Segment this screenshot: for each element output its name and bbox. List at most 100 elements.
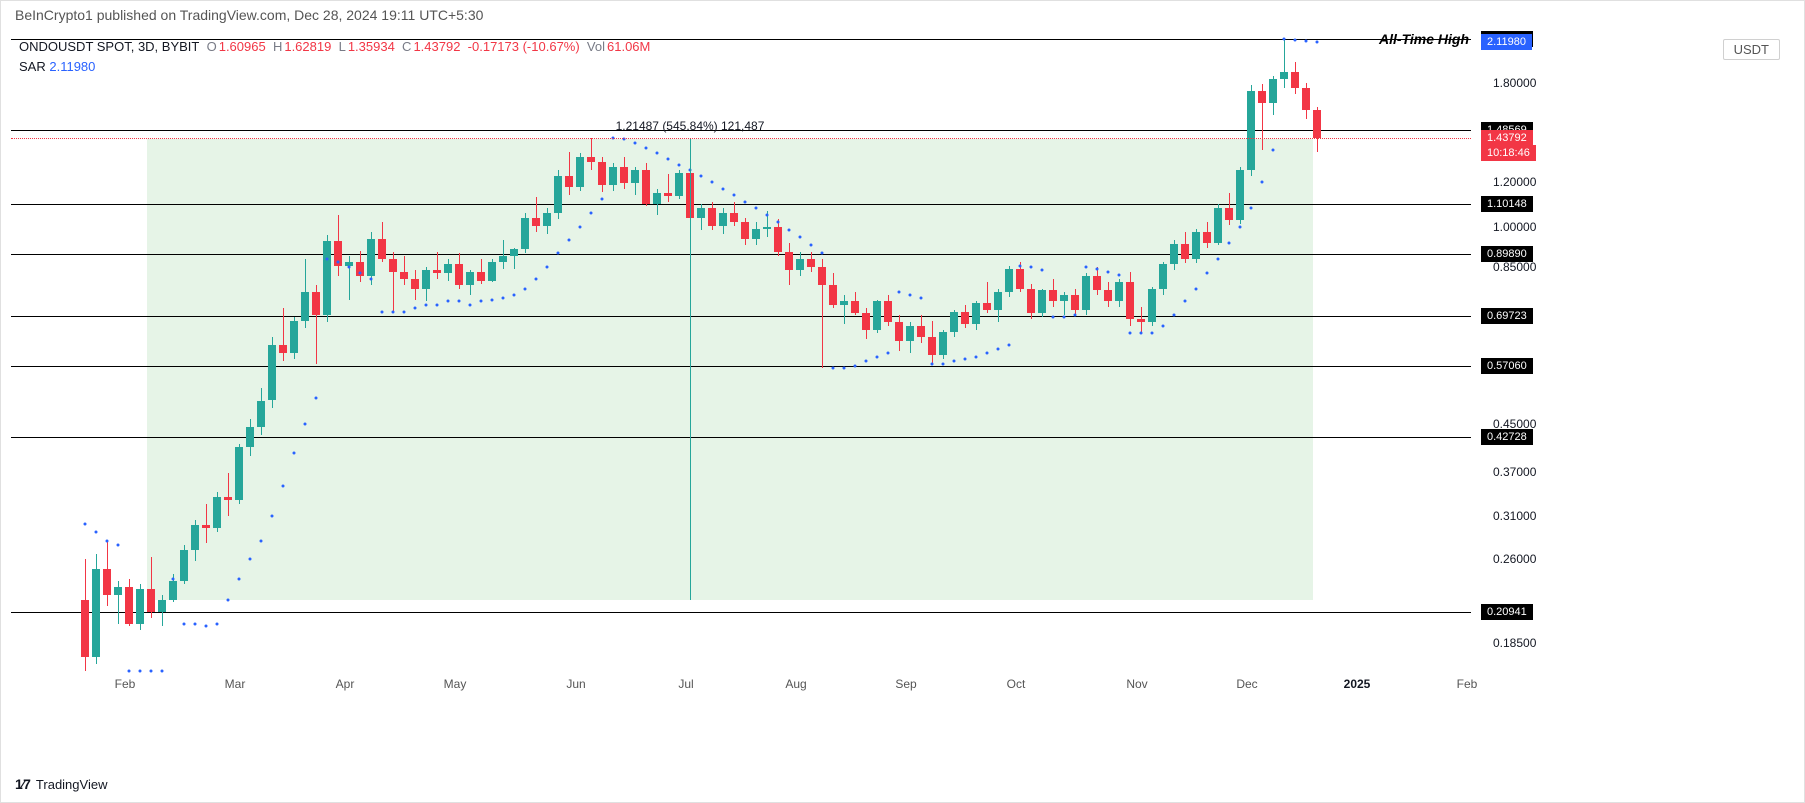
sar-dot <box>986 352 989 355</box>
sar-dot <box>414 307 417 310</box>
sar-dot <box>733 194 736 197</box>
candle-body <box>1071 295 1079 310</box>
candle-body <box>202 525 210 527</box>
sar-dot <box>744 200 747 203</box>
candle-body <box>422 270 430 288</box>
candle-wick <box>536 197 537 232</box>
time-tick: Mar <box>225 677 246 691</box>
candle-body <box>1049 290 1057 301</box>
price-level-line <box>11 366 1471 367</box>
candle-body <box>708 208 716 226</box>
sar-dot <box>1283 37 1286 40</box>
sar-dot <box>722 187 725 190</box>
candle-body <box>565 176 573 186</box>
candle-body <box>411 279 419 288</box>
candle-body <box>598 162 606 185</box>
candle-body <box>378 239 386 259</box>
sar-dot <box>1239 226 1242 229</box>
time-tick: Aug <box>785 677 806 691</box>
sar-dot <box>293 451 296 454</box>
candle-body <box>1203 232 1211 242</box>
candle-body <box>862 313 870 329</box>
candle-body <box>818 267 826 285</box>
candle-body <box>1258 91 1266 103</box>
sar-dot <box>337 260 340 263</box>
candle-body <box>939 332 947 356</box>
sar-dot <box>766 214 769 217</box>
candle-body <box>455 264 463 285</box>
sar-dot <box>216 622 219 625</box>
candle-body <box>994 292 1002 310</box>
time-tick: Oct <box>1007 677 1026 691</box>
sar-dot <box>601 198 604 201</box>
candle-wick <box>206 504 207 542</box>
sar-dot <box>491 298 494 301</box>
sar-dot <box>194 622 197 625</box>
time-tick: Feb <box>115 677 136 691</box>
candle-body <box>873 301 881 329</box>
sar-dot <box>381 310 384 313</box>
candle-body <box>543 213 551 226</box>
sar-dot <box>1140 332 1143 335</box>
sar-dot <box>1184 300 1187 303</box>
candle-body <box>510 249 518 256</box>
candle-wick <box>1284 39 1285 88</box>
candle-body <box>1005 269 1013 292</box>
time-tick: Feb <box>1457 677 1478 691</box>
sar-dot <box>1041 269 1044 272</box>
sar-dot <box>502 297 505 300</box>
price-axis[interactable]: 1.800001.200001.000000.850000.450000.370… <box>1481 31 1791 671</box>
candle-body <box>1269 79 1277 103</box>
price-label: 0.20941 <box>1481 604 1533 620</box>
sar-dot <box>392 310 395 313</box>
sar-dot <box>172 577 175 580</box>
candle-body <box>1038 290 1046 313</box>
sar-dot <box>480 300 483 303</box>
sar-dot <box>843 366 846 369</box>
candle-body <box>158 600 166 611</box>
candle-body <box>796 259 804 270</box>
sar-dot <box>1074 314 1077 317</box>
candle-body <box>136 589 144 623</box>
sar-dot <box>1063 315 1066 318</box>
sar-dot <box>1019 264 1022 267</box>
price-label: 0.42728 <box>1481 429 1533 445</box>
sar-dot <box>260 539 263 542</box>
sar-dot <box>579 226 582 229</box>
candle-body <box>532 218 540 226</box>
candle-body <box>147 589 155 611</box>
candle-body <box>323 241 331 315</box>
candle-body <box>433 270 441 273</box>
sar-dot <box>535 278 538 281</box>
sar-dot <box>1294 39 1297 42</box>
sar-dot <box>590 212 593 215</box>
candle-body <box>477 272 485 281</box>
candle-body <box>1082 276 1090 310</box>
candle-body <box>664 193 672 196</box>
candle-body <box>169 581 177 600</box>
sar-dot <box>953 360 956 363</box>
sar-dot <box>1096 267 1099 270</box>
sar-dot <box>1261 181 1264 184</box>
sar-dot <box>568 238 571 241</box>
candle-body <box>972 303 980 324</box>
chart-plot-area[interactable]: 1.21487 (545.84%) 121,487All-Time High <box>11 31 1471 671</box>
candle-body <box>1093 276 1101 290</box>
sar-dot <box>887 352 890 355</box>
sar-dot <box>106 539 109 542</box>
sar-dot <box>1228 241 1231 244</box>
price-label: 0.57060 <box>1481 358 1533 374</box>
sar-dot <box>513 293 516 296</box>
price-level-line <box>11 254 1471 255</box>
sar-dot <box>1173 314 1176 317</box>
candle-body <box>290 321 298 354</box>
sar-dot <box>282 484 285 487</box>
sar-dot <box>942 362 945 365</box>
sar-dot <box>370 278 373 281</box>
sar-dot <box>788 228 791 231</box>
candle-body <box>730 213 738 222</box>
sar-dot <box>821 252 824 255</box>
candle-body <box>224 497 232 501</box>
time-axis[interactable]: FebMarAprMayJunJulAugSepOctNovDec2025Feb <box>11 671 1471 701</box>
sar-dot <box>1206 272 1209 275</box>
